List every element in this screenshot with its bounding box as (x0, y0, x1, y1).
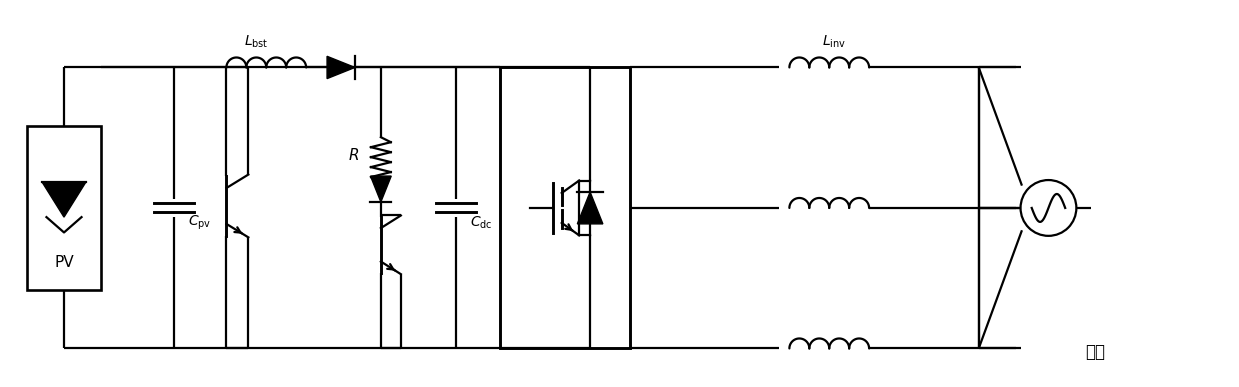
Polygon shape (327, 56, 354, 79)
Text: $C_{\rm pv}$: $C_{\rm pv}$ (187, 214, 211, 232)
Bar (26, 126, 102, 290)
Polygon shape (577, 192, 603, 224)
Bar (501, 67, 629, 348)
Polygon shape (42, 182, 85, 217)
Text: $L_{\rm bst}$: $L_{\rm bst}$ (244, 33, 269, 50)
Text: 电网: 电网 (1085, 343, 1105, 361)
Text: $C_{\rm dc}$: $C_{\rm dc}$ (470, 215, 492, 231)
Polygon shape (370, 176, 392, 202)
Text: $L_{\rm inv}$: $L_{\rm inv}$ (823, 33, 846, 50)
Text: PV: PV (55, 255, 74, 270)
Text: $R$: $R$ (348, 147, 359, 163)
